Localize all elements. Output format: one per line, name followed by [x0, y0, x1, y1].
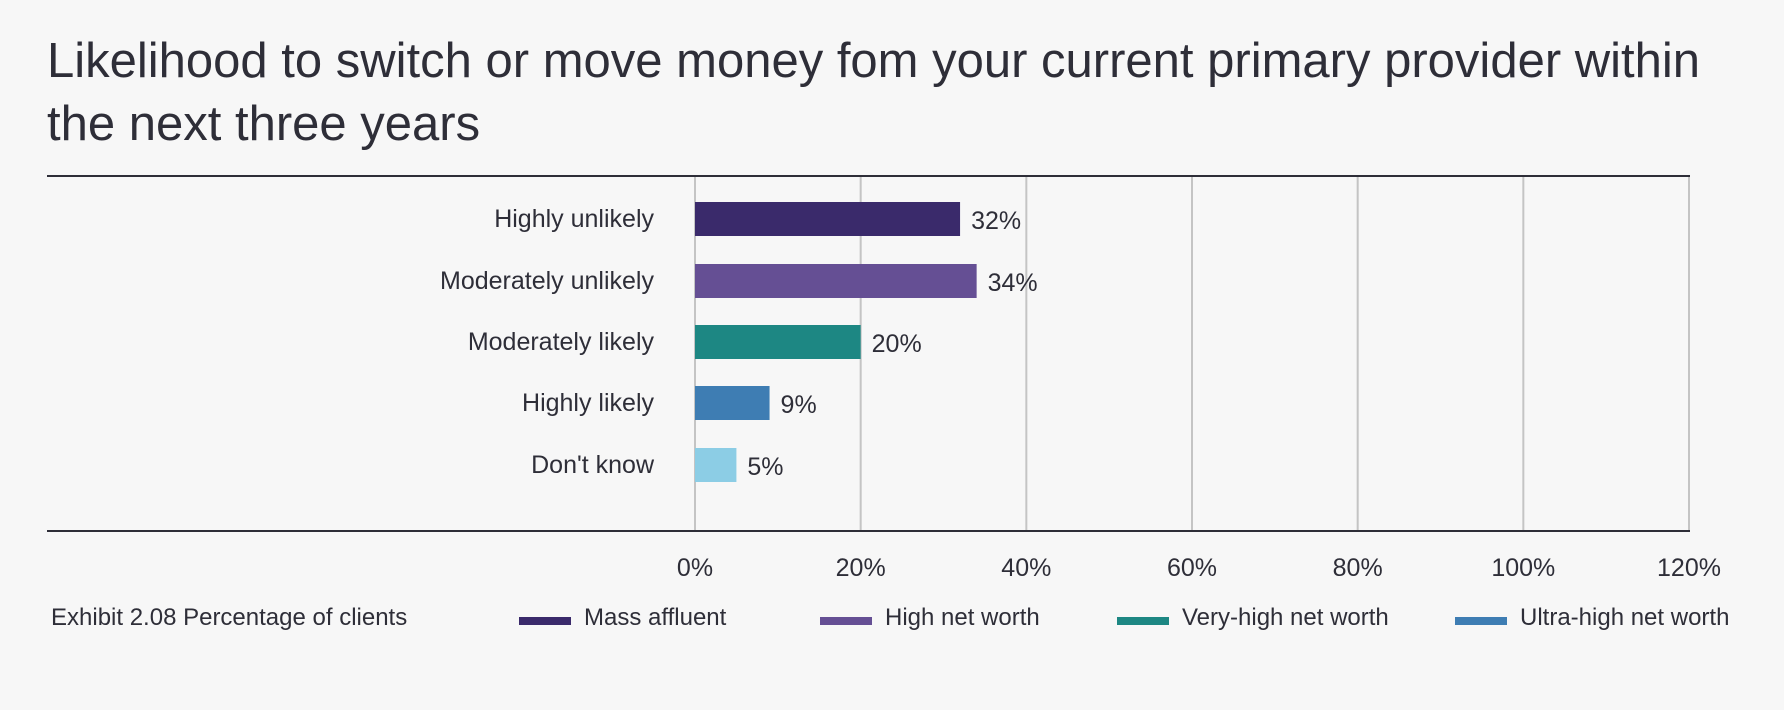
value-labels: 32% 34% 20% 9% 5%: [747, 207, 1037, 481]
legend-swatch: [519, 617, 571, 625]
category-label: Highly likely: [522, 389, 654, 417]
category-label: Don't know: [531, 451, 655, 479]
exhibit-caption: Exhibit 2.08 Percentage of clients: [51, 604, 408, 631]
data-label: 34%: [988, 269, 1038, 297]
x-tick-label: 0%: [677, 554, 713, 582]
chart-title: Likelihood to switch or move money fom y…: [47, 34, 1701, 151]
x-tick-label: 80%: [1333, 554, 1383, 582]
data-label: 5%: [747, 453, 783, 481]
bar: [695, 448, 737, 482]
x-tick-label: 100%: [1491, 554, 1555, 582]
legend-label: Mass affluent: [584, 604, 727, 631]
data-label: 20%: [872, 330, 922, 358]
bar: [695, 202, 961, 236]
legend-label: Ultra-high net worth: [1520, 604, 1730, 631]
category-label: Moderately unlikely: [440, 267, 654, 295]
x-tick-label: 120%: [1657, 554, 1721, 582]
category-labels: Highly unlikely Moderately unlikely Modera…: [440, 205, 655, 479]
bar: [695, 386, 770, 420]
bar: [695, 325, 861, 359]
category-label: Moderately likely: [468, 328, 655, 356]
bar: [695, 264, 977, 298]
category-label: Highly unlikely: [494, 205, 654, 233]
x-tick-label: 60%: [1167, 554, 1217, 582]
legend-label: High net worth: [885, 604, 1040, 631]
legend-swatch: [820, 617, 872, 625]
legend-swatch: [1117, 617, 1169, 625]
legend-swatch: [1455, 617, 1507, 625]
x-tick-label: 20%: [836, 554, 886, 582]
x-tick-label: 40%: [1001, 554, 1051, 582]
legend-label: Very-high net worth: [1182, 604, 1389, 631]
data-label: 32%: [971, 207, 1021, 235]
bars: [695, 202, 977, 482]
x-axis-ticks: 0% 20% 40% 60% 80% 100% 120%: [677, 554, 1721, 582]
data-label: 9%: [781, 391, 817, 419]
